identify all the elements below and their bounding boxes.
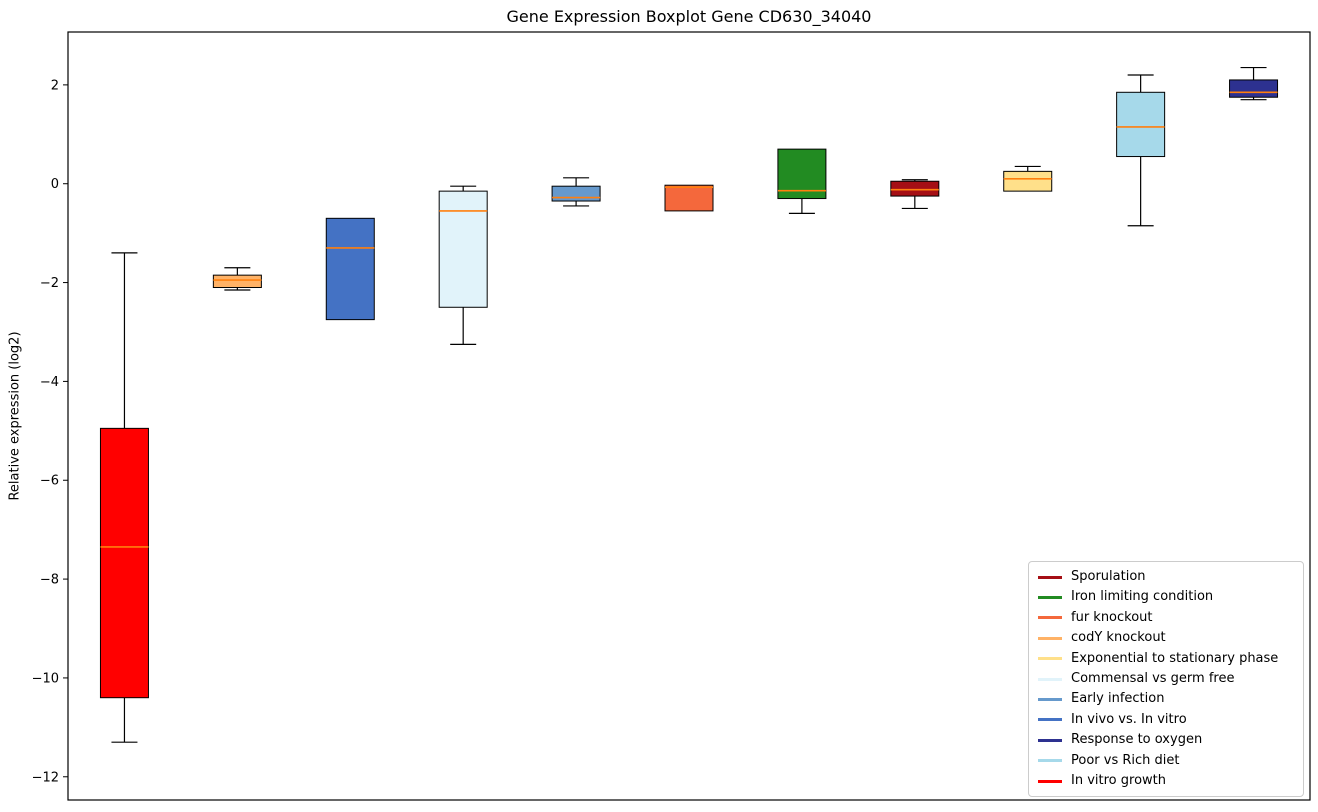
legend-color-swatch bbox=[1038, 636, 1062, 640]
boxplot-box-1 bbox=[99, 427, 149, 699]
boxplot-box-6 bbox=[664, 184, 714, 212]
y-tick-label: −8 bbox=[40, 573, 59, 588]
legend-label: Commensal vs germ free bbox=[1071, 670, 1235, 686]
legend-color-swatch bbox=[1038, 718, 1062, 722]
legend-color-swatch bbox=[1038, 657, 1062, 661]
boxplot-box-2 bbox=[212, 274, 262, 289]
legend-color-swatch bbox=[1038, 616, 1062, 620]
legend-item: Early infection bbox=[1038, 689, 1293, 709]
legend-label: Sporulation bbox=[1071, 569, 1146, 584]
boxplot-box-11 bbox=[1229, 79, 1279, 98]
legend-color-swatch bbox=[1038, 575, 1062, 579]
legend-label: Poor vs Rich diet bbox=[1071, 752, 1180, 768]
legend-item: Iron limiting condition bbox=[1038, 587, 1293, 607]
legend-color-swatch bbox=[1038, 738, 1062, 742]
legend-label: Response to oxygen bbox=[1071, 732, 1203, 748]
boxplot-box-8 bbox=[890, 180, 940, 197]
y-tick-label: 2 bbox=[51, 78, 59, 93]
legend-label: In vitro growth bbox=[1071, 772, 1166, 788]
boxplot-box-10 bbox=[1116, 91, 1166, 158]
legend-color-swatch bbox=[1038, 779, 1062, 783]
y-tick-label: −6 bbox=[40, 474, 59, 489]
legend-label: codY knockout bbox=[1071, 630, 1166, 646]
legend-label: In vivo vs. In vitro bbox=[1071, 711, 1187, 727]
legend-item: In vivo vs. In vitro bbox=[1038, 710, 1293, 730]
y-tick-label: −12 bbox=[32, 770, 59, 785]
legend-item: Commensal vs germ free bbox=[1038, 669, 1293, 689]
y-tick-label: −10 bbox=[32, 671, 59, 686]
legend-color-swatch bbox=[1038, 759, 1062, 763]
boxplot-box-9 bbox=[1003, 170, 1053, 192]
legend-label: Early infection bbox=[1071, 691, 1165, 707]
y-axis-label: Relative expression (log2) bbox=[7, 331, 23, 501]
legend-item: Exponential to stationary phase bbox=[1038, 649, 1293, 669]
legend-item: Sporulation bbox=[1038, 567, 1293, 587]
boxplot-box-5 bbox=[551, 185, 601, 202]
legend-label: Iron limiting condition bbox=[1071, 589, 1214, 605]
y-tick-label: −2 bbox=[40, 276, 59, 291]
legend: Sporulation Iron limiting condition fur kn… bbox=[1028, 561, 1304, 798]
y-tick-label: −4 bbox=[40, 375, 59, 390]
legend-item: Poor vs Rich diet bbox=[1038, 751, 1293, 771]
legend-label: fur knockout bbox=[1071, 609, 1153, 625]
y-tick-label: 0 bbox=[51, 177, 59, 192]
legend-item: Response to oxygen bbox=[1038, 730, 1293, 750]
boxplot-box-4 bbox=[438, 190, 488, 308]
legend-item: In vitro growth bbox=[1038, 771, 1293, 791]
legend-label: Exponential to stationary phase bbox=[1071, 650, 1279, 666]
legend-color-swatch bbox=[1038, 677, 1062, 681]
legend-item: fur knockout bbox=[1038, 608, 1293, 628]
legend-item: codY knockout bbox=[1038, 628, 1293, 648]
legend-color-swatch bbox=[1038, 698, 1062, 702]
chart-title: Gene Expression Boxplot Gene CD630_34040 bbox=[506, 7, 872, 26]
boxplot-box-3 bbox=[325, 217, 375, 321]
legend-color-swatch bbox=[1038, 596, 1062, 600]
plot-frame bbox=[67, 31, 1311, 801]
